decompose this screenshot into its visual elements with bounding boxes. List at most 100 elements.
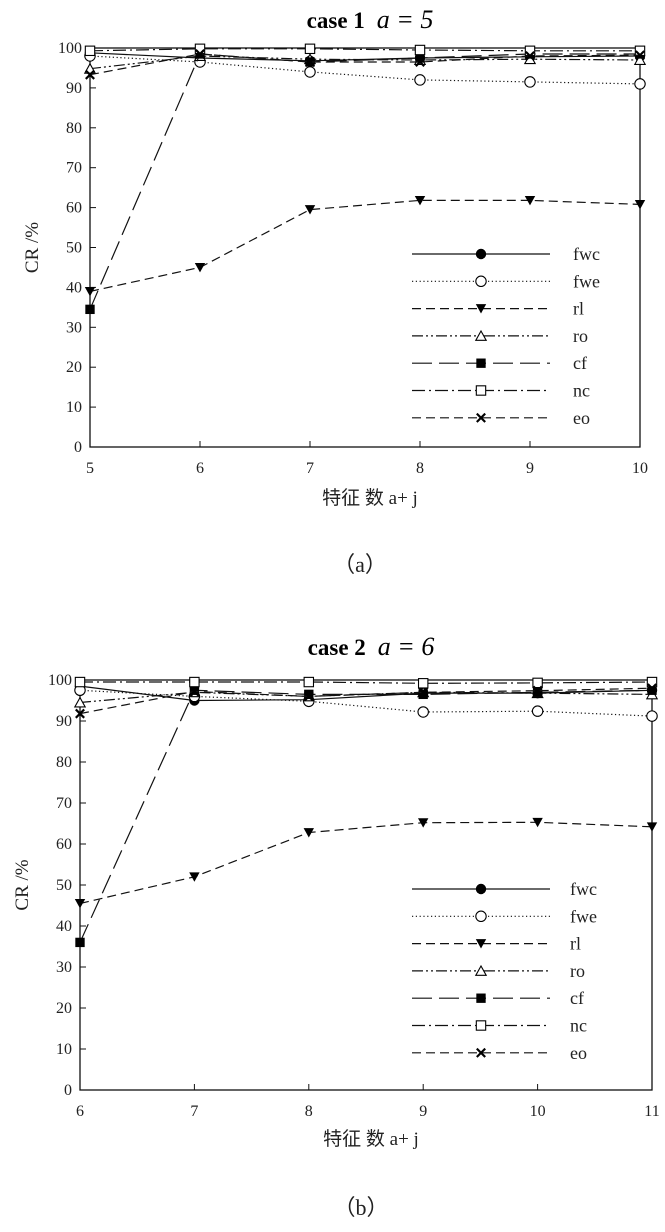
y-tick-label: 80 xyxy=(56,754,72,771)
chart-title: case 1 a = 5 xyxy=(307,5,434,34)
chart-title: case 2 a = 6 xyxy=(308,632,435,661)
y-tick-label: 20 xyxy=(66,359,82,376)
legend-label-fwe: fwe xyxy=(570,906,597,926)
x-axis-label: 特征 数 a+ j xyxy=(322,487,418,509)
data-point-fwe xyxy=(525,77,535,87)
y-tick-label: 30 xyxy=(66,319,82,336)
x-tick-label: 6 xyxy=(196,460,204,477)
series-nc xyxy=(75,677,656,688)
data-point-nc xyxy=(415,45,424,54)
series-line-nc xyxy=(90,49,640,51)
legend-marker-fwe xyxy=(476,911,486,921)
series-line-nc xyxy=(80,682,652,683)
data-point-fwe xyxy=(415,75,425,85)
x-tick-label: 6 xyxy=(76,1103,84,1120)
y-tick-label: 100 xyxy=(58,40,82,57)
data-point-nc xyxy=(419,679,428,688)
legend-label-cf: cf xyxy=(570,988,584,1008)
y-tick-label: 70 xyxy=(56,795,72,812)
data-point-cf xyxy=(533,688,542,697)
x-tick-label: 10 xyxy=(530,1103,546,1120)
legend-label-fwc: fwc xyxy=(570,879,597,899)
data-point-fwe xyxy=(418,707,428,717)
legend-marker-cf xyxy=(476,994,485,1003)
series-eo xyxy=(76,684,656,718)
chart-caption: （a） xyxy=(333,552,387,577)
y-tick-label: 50 xyxy=(66,240,82,257)
legend-label-fwc: fwc xyxy=(573,244,600,264)
y-axis-label: CR /% xyxy=(12,859,33,910)
data-point-rl xyxy=(85,287,95,296)
data-point-nc xyxy=(304,677,313,686)
y-tick-label: 100 xyxy=(48,672,72,689)
legend-label-fwe: fwe xyxy=(573,271,600,291)
legend-label-cf: cf xyxy=(573,353,587,373)
data-point-fwe xyxy=(532,706,542,716)
chart-caption: （b） xyxy=(333,1195,388,1220)
x-tick-label: 10 xyxy=(632,460,648,477)
legend-label-ro: ro xyxy=(570,961,585,981)
legend: fwc fwe rl ro cf nc eo xyxy=(412,244,600,428)
y-tick-label: 60 xyxy=(56,836,72,853)
series-line-cf xyxy=(90,54,640,309)
x-axis-label: 特征 数 a+ j xyxy=(323,1128,419,1150)
series-line-rl xyxy=(90,200,640,291)
plot-frame xyxy=(80,680,652,1090)
legend-marker-fwc xyxy=(476,249,486,259)
series-line-ro xyxy=(90,56,640,69)
data-point-fwe xyxy=(635,79,645,89)
legend-marker-cf xyxy=(476,359,485,368)
y-tick-label: 20 xyxy=(56,1000,72,1017)
legend-label-eo: eo xyxy=(573,408,590,428)
legend-label-nc: nc xyxy=(570,1016,587,1036)
y-tick-label: 30 xyxy=(56,959,72,976)
x-tick-label: 9 xyxy=(419,1103,427,1120)
legend: fwcfwerlrocfnceo xyxy=(412,879,597,1063)
chart-title-equation: a = 6 xyxy=(378,632,435,661)
y-tick-label: 10 xyxy=(66,399,82,416)
y-tick-label: 80 xyxy=(66,120,82,137)
y-tick-label: 60 xyxy=(66,200,82,217)
series-cf xyxy=(85,49,644,314)
series-line-rl xyxy=(80,822,652,903)
y-tick-label: 0 xyxy=(64,1082,72,1099)
chart-title-equation: a = 5 xyxy=(377,5,434,34)
chart-title-text: case 2 xyxy=(308,635,366,660)
y-tick-label: 0 xyxy=(74,439,82,456)
legend-label-rl: rl xyxy=(570,934,581,954)
data-point-fwe xyxy=(305,67,315,77)
series-line-cf xyxy=(80,690,652,942)
data-point-cf xyxy=(85,305,94,314)
data-point-nc xyxy=(190,677,199,686)
legend-label-nc: nc xyxy=(573,381,590,401)
y-tick-label: 10 xyxy=(56,1041,72,1058)
plot-frame xyxy=(90,48,640,447)
x-tick-label: 7 xyxy=(306,460,314,477)
legend-label-ro: ro xyxy=(573,326,588,346)
y-tick-label: 90 xyxy=(56,713,72,730)
chart-title-text: case 1 xyxy=(307,8,365,33)
data-point-cf xyxy=(75,938,84,947)
legend-marker-nc xyxy=(476,386,485,395)
x-tick-label: 9 xyxy=(526,460,534,477)
chart-1: case 1a = 501020304050607080901005678910… xyxy=(22,5,648,577)
x-tick-label: 5 xyxy=(86,460,94,477)
data-point-fwe xyxy=(647,711,657,721)
legend-marker-fwc xyxy=(476,884,486,894)
data-point-rl xyxy=(195,263,205,272)
legend-marker-nc xyxy=(476,1021,485,1030)
data-point-nc xyxy=(75,677,84,686)
legend-marker-fwe xyxy=(476,276,486,286)
chart-2: case 2a = 601020304050607080901006789101… xyxy=(12,632,660,1220)
legend-label-rl: rl xyxy=(573,299,584,319)
series-rl xyxy=(85,196,645,296)
x-tick-label: 8 xyxy=(305,1103,313,1120)
y-axis-label: CR /% xyxy=(22,222,43,273)
x-tick-label: 11 xyxy=(644,1103,659,1120)
data-point-nc xyxy=(305,44,314,53)
y-tick-label: 90 xyxy=(66,80,82,97)
y-tick-label: 70 xyxy=(66,160,82,177)
data-point-nc xyxy=(85,46,94,55)
y-tick-label: 50 xyxy=(56,877,72,894)
